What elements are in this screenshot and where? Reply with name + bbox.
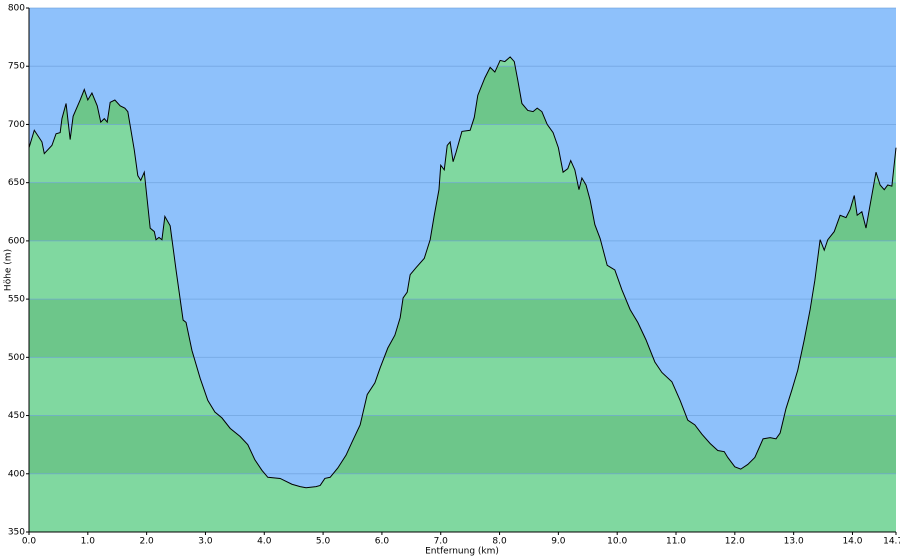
- y-tick-label: 600: [8, 236, 25, 246]
- x-tick-label: 4.0: [257, 537, 272, 547]
- y-axis-label: Höhe (m): [4, 249, 14, 291]
- y-tick-label: 650: [8, 178, 25, 188]
- x-tick-label: 12.0: [725, 537, 745, 547]
- y-tick-label: 750: [8, 62, 25, 72]
- x-tick-label: 2.0: [139, 537, 154, 547]
- y-tick-label: 450: [8, 411, 25, 421]
- elevation-line: [28, 56, 897, 489]
- x-tick-label: 14.74: [883, 537, 900, 547]
- x-tick-label: 8.0: [492, 537, 507, 547]
- x-tick-label: 6.0: [375, 537, 390, 547]
- y-tick-label: 350: [8, 528, 25, 538]
- x-tick-label: 5.0: [316, 537, 331, 547]
- elevation-band: [29, 473, 896, 532]
- x-tick-label: 14.0: [842, 537, 862, 547]
- x-tick-label: 13.0: [784, 537, 804, 547]
- x-tick-label: 0.0: [22, 537, 37, 547]
- y-tick-label: 500: [8, 353, 25, 363]
- x-axis-label: Entfernung (km): [425, 547, 499, 557]
- x-tick-label: 10.0: [607, 537, 627, 547]
- x-tick-label: 3.0: [198, 537, 213, 547]
- y-tick-label: 400: [8, 469, 25, 479]
- y-tick-label: 550: [8, 295, 25, 305]
- x-tick-label: 1.0: [81, 537, 96, 547]
- x-tick-label: 7.0: [434, 537, 449, 547]
- x-tick-label: 9.0: [551, 537, 566, 547]
- x-tick-label: 11.0: [666, 537, 686, 547]
- y-tick-label: 800: [8, 4, 25, 14]
- y-tick-label: 700: [8, 120, 25, 130]
